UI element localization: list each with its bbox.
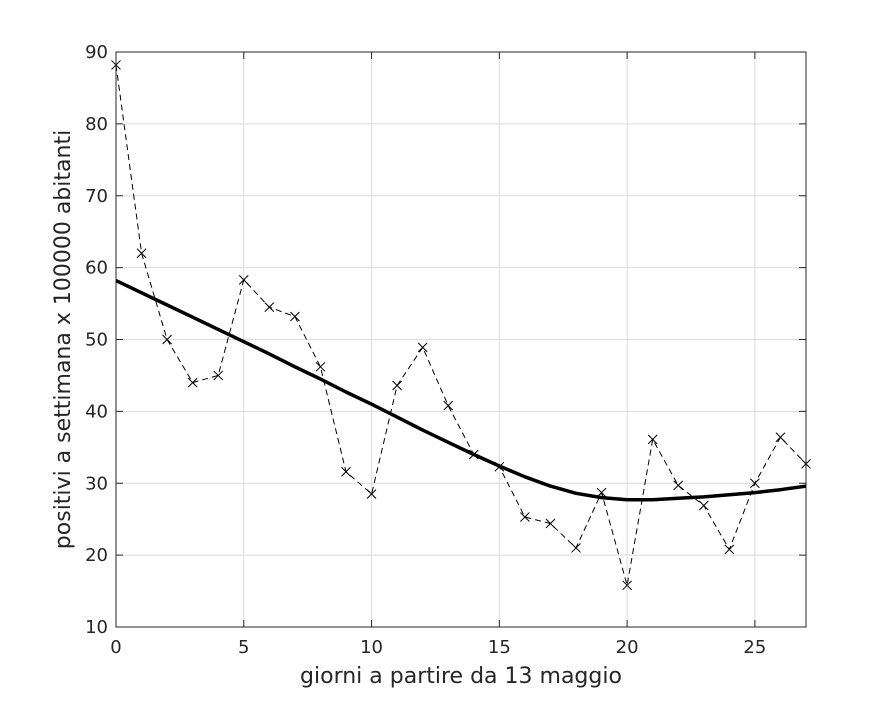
- data-point-marker: [366, 489, 377, 499]
- y-tick-label: 50: [85, 330, 108, 351]
- data-point-marker: [264, 302, 275, 313]
- data-point-marker: [622, 580, 632, 591]
- data-point-marker: [698, 500, 709, 511]
- data-point-marker: [443, 400, 454, 411]
- axis-ticks: 0 5 10 15 20 25 10 20 30 40 50 60 70 80 90: [85, 42, 806, 658]
- data-point-marker: [213, 370, 224, 381]
- x-tick-label: 25: [743, 637, 766, 658]
- y-tick-label: 70: [85, 186, 108, 207]
- data-point-marker: [315, 361, 326, 372]
- data-point-marker: [571, 543, 581, 553]
- y-tick-label: 60: [85, 258, 108, 279]
- data-point-marker: [290, 311, 300, 322]
- data-point-marker: [392, 380, 402, 391]
- observed-series-line: [115, 64, 807, 586]
- y-tick-label: 30: [85, 473, 108, 494]
- data-point-marker: [545, 518, 556, 529]
- y-tick-label: 40: [85, 401, 108, 422]
- y-axis-label: positivi a settimana x 100000 abitanti: [51, 130, 76, 549]
- x-tick-label: 5: [238, 637, 249, 658]
- x-tick-label: 0: [110, 637, 121, 658]
- x-tick-label: 10: [360, 637, 383, 658]
- data-point-marker: [187, 377, 198, 388]
- x-tick-label: 15: [488, 637, 511, 658]
- y-tick-label: 90: [85, 42, 108, 63]
- data-point-marker: [724, 544, 735, 555]
- data-point-marker: [417, 342, 428, 353]
- y-tick-label: 20: [85, 545, 108, 566]
- data-point-marker: [341, 466, 351, 477]
- data-point-marker: [520, 512, 530, 522]
- y-tick-label: 80: [85, 114, 108, 135]
- data-point-marker: [775, 432, 786, 443]
- x-tick-label: 20: [616, 637, 639, 658]
- data-point-marker: [136, 248, 147, 259]
- data-point-marker: [750, 478, 760, 489]
- y-tick-label: 10: [85, 617, 108, 638]
- data-point-marker: [647, 434, 658, 445]
- data-point-marker: [673, 480, 684, 491]
- trend-series-line: [115, 279, 807, 502]
- data-series: [111, 60, 811, 591]
- data-point-marker: [162, 334, 172, 345]
- x-axis-label: giorni a partire da 13 maggio: [300, 664, 622, 689]
- data-point-marker: [238, 274, 249, 285]
